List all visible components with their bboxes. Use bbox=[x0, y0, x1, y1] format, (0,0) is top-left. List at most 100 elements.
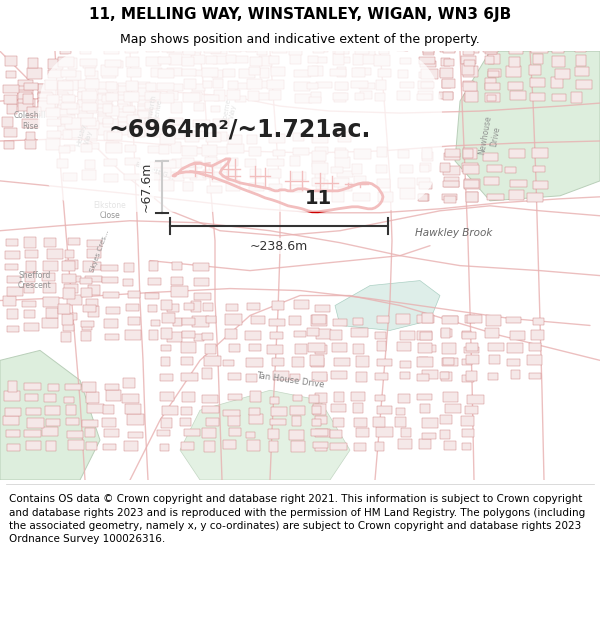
Bar bbox=[250, 169, 262, 178]
Bar bbox=[202, 333, 213, 340]
Bar bbox=[169, 118, 183, 124]
Bar bbox=[184, 182, 193, 191]
Bar bbox=[161, 160, 176, 168]
Bar bbox=[229, 344, 241, 352]
Bar bbox=[193, 120, 210, 127]
Bar bbox=[22, 301, 36, 308]
Bar bbox=[88, 241, 102, 247]
Bar bbox=[184, 429, 200, 436]
Bar bbox=[180, 418, 191, 426]
Bar bbox=[488, 355, 500, 364]
Bar bbox=[161, 344, 171, 351]
Bar bbox=[148, 278, 161, 285]
Bar bbox=[292, 172, 307, 180]
Bar bbox=[484, 153, 498, 161]
Bar bbox=[160, 134, 175, 144]
Bar bbox=[203, 169, 214, 178]
Bar bbox=[27, 68, 41, 79]
Bar bbox=[355, 149, 371, 159]
Bar bbox=[353, 193, 370, 201]
Bar bbox=[485, 78, 496, 89]
Bar bbox=[443, 59, 454, 66]
Bar bbox=[400, 331, 415, 341]
Bar bbox=[268, 429, 279, 439]
Bar bbox=[510, 91, 526, 100]
Bar bbox=[354, 418, 367, 427]
Bar bbox=[206, 316, 216, 323]
Bar bbox=[191, 92, 202, 101]
Bar bbox=[228, 372, 241, 380]
Bar bbox=[104, 131, 114, 140]
Bar bbox=[118, 84, 130, 91]
Bar bbox=[104, 159, 116, 166]
Bar bbox=[356, 356, 369, 367]
Bar bbox=[440, 164, 451, 172]
Bar bbox=[396, 408, 405, 414]
Bar bbox=[466, 344, 478, 351]
Bar bbox=[78, 120, 94, 127]
Bar bbox=[330, 329, 343, 339]
Bar bbox=[203, 303, 213, 311]
Bar bbox=[374, 55, 390, 66]
Bar bbox=[38, 92, 53, 103]
Bar bbox=[4, 95, 17, 104]
Bar bbox=[247, 135, 257, 144]
Bar bbox=[315, 345, 327, 354]
Bar bbox=[98, 114, 111, 123]
Bar bbox=[269, 319, 285, 326]
Bar bbox=[128, 291, 140, 298]
Bar bbox=[161, 166, 171, 177]
Bar bbox=[128, 431, 143, 437]
Bar bbox=[485, 94, 500, 102]
Bar bbox=[423, 45, 434, 55]
Bar bbox=[18, 86, 32, 95]
Bar bbox=[59, 146, 70, 152]
Bar bbox=[223, 410, 240, 416]
Bar bbox=[64, 398, 74, 404]
Bar bbox=[22, 119, 38, 127]
Bar bbox=[418, 342, 431, 353]
Bar bbox=[226, 180, 239, 191]
Bar bbox=[577, 80, 592, 89]
Bar bbox=[58, 94, 69, 103]
Bar bbox=[47, 70, 63, 78]
Bar bbox=[532, 148, 548, 158]
Bar bbox=[24, 323, 38, 331]
Bar bbox=[194, 103, 204, 111]
Bar bbox=[227, 144, 244, 154]
Bar bbox=[355, 68, 371, 76]
Bar bbox=[354, 176, 366, 185]
Bar bbox=[80, 59, 97, 66]
Bar bbox=[289, 431, 304, 439]
Bar bbox=[461, 416, 475, 426]
Bar bbox=[488, 54, 500, 64]
Bar bbox=[223, 360, 234, 366]
Bar bbox=[44, 406, 61, 415]
Bar bbox=[18, 103, 34, 111]
Bar bbox=[98, 116, 112, 127]
Bar bbox=[211, 160, 221, 168]
Bar bbox=[124, 92, 139, 102]
Bar bbox=[58, 81, 73, 90]
Polygon shape bbox=[455, 51, 600, 201]
Bar bbox=[167, 42, 184, 53]
Bar bbox=[161, 300, 172, 310]
Bar bbox=[150, 162, 165, 168]
Bar bbox=[38, 98, 56, 107]
Bar bbox=[417, 331, 432, 340]
Bar bbox=[105, 384, 119, 390]
Bar bbox=[138, 124, 151, 135]
Bar bbox=[212, 132, 227, 141]
Bar bbox=[160, 444, 169, 451]
Bar bbox=[46, 107, 60, 117]
Bar bbox=[204, 356, 221, 366]
Bar bbox=[315, 392, 327, 402]
Bar bbox=[138, 118, 154, 127]
Bar bbox=[533, 318, 544, 324]
Bar bbox=[194, 293, 211, 300]
Bar bbox=[313, 404, 326, 415]
Bar bbox=[330, 69, 346, 76]
Text: Shefford
Crescent: Shefford Crescent bbox=[18, 271, 52, 290]
Bar bbox=[485, 82, 500, 90]
Bar bbox=[103, 118, 113, 124]
